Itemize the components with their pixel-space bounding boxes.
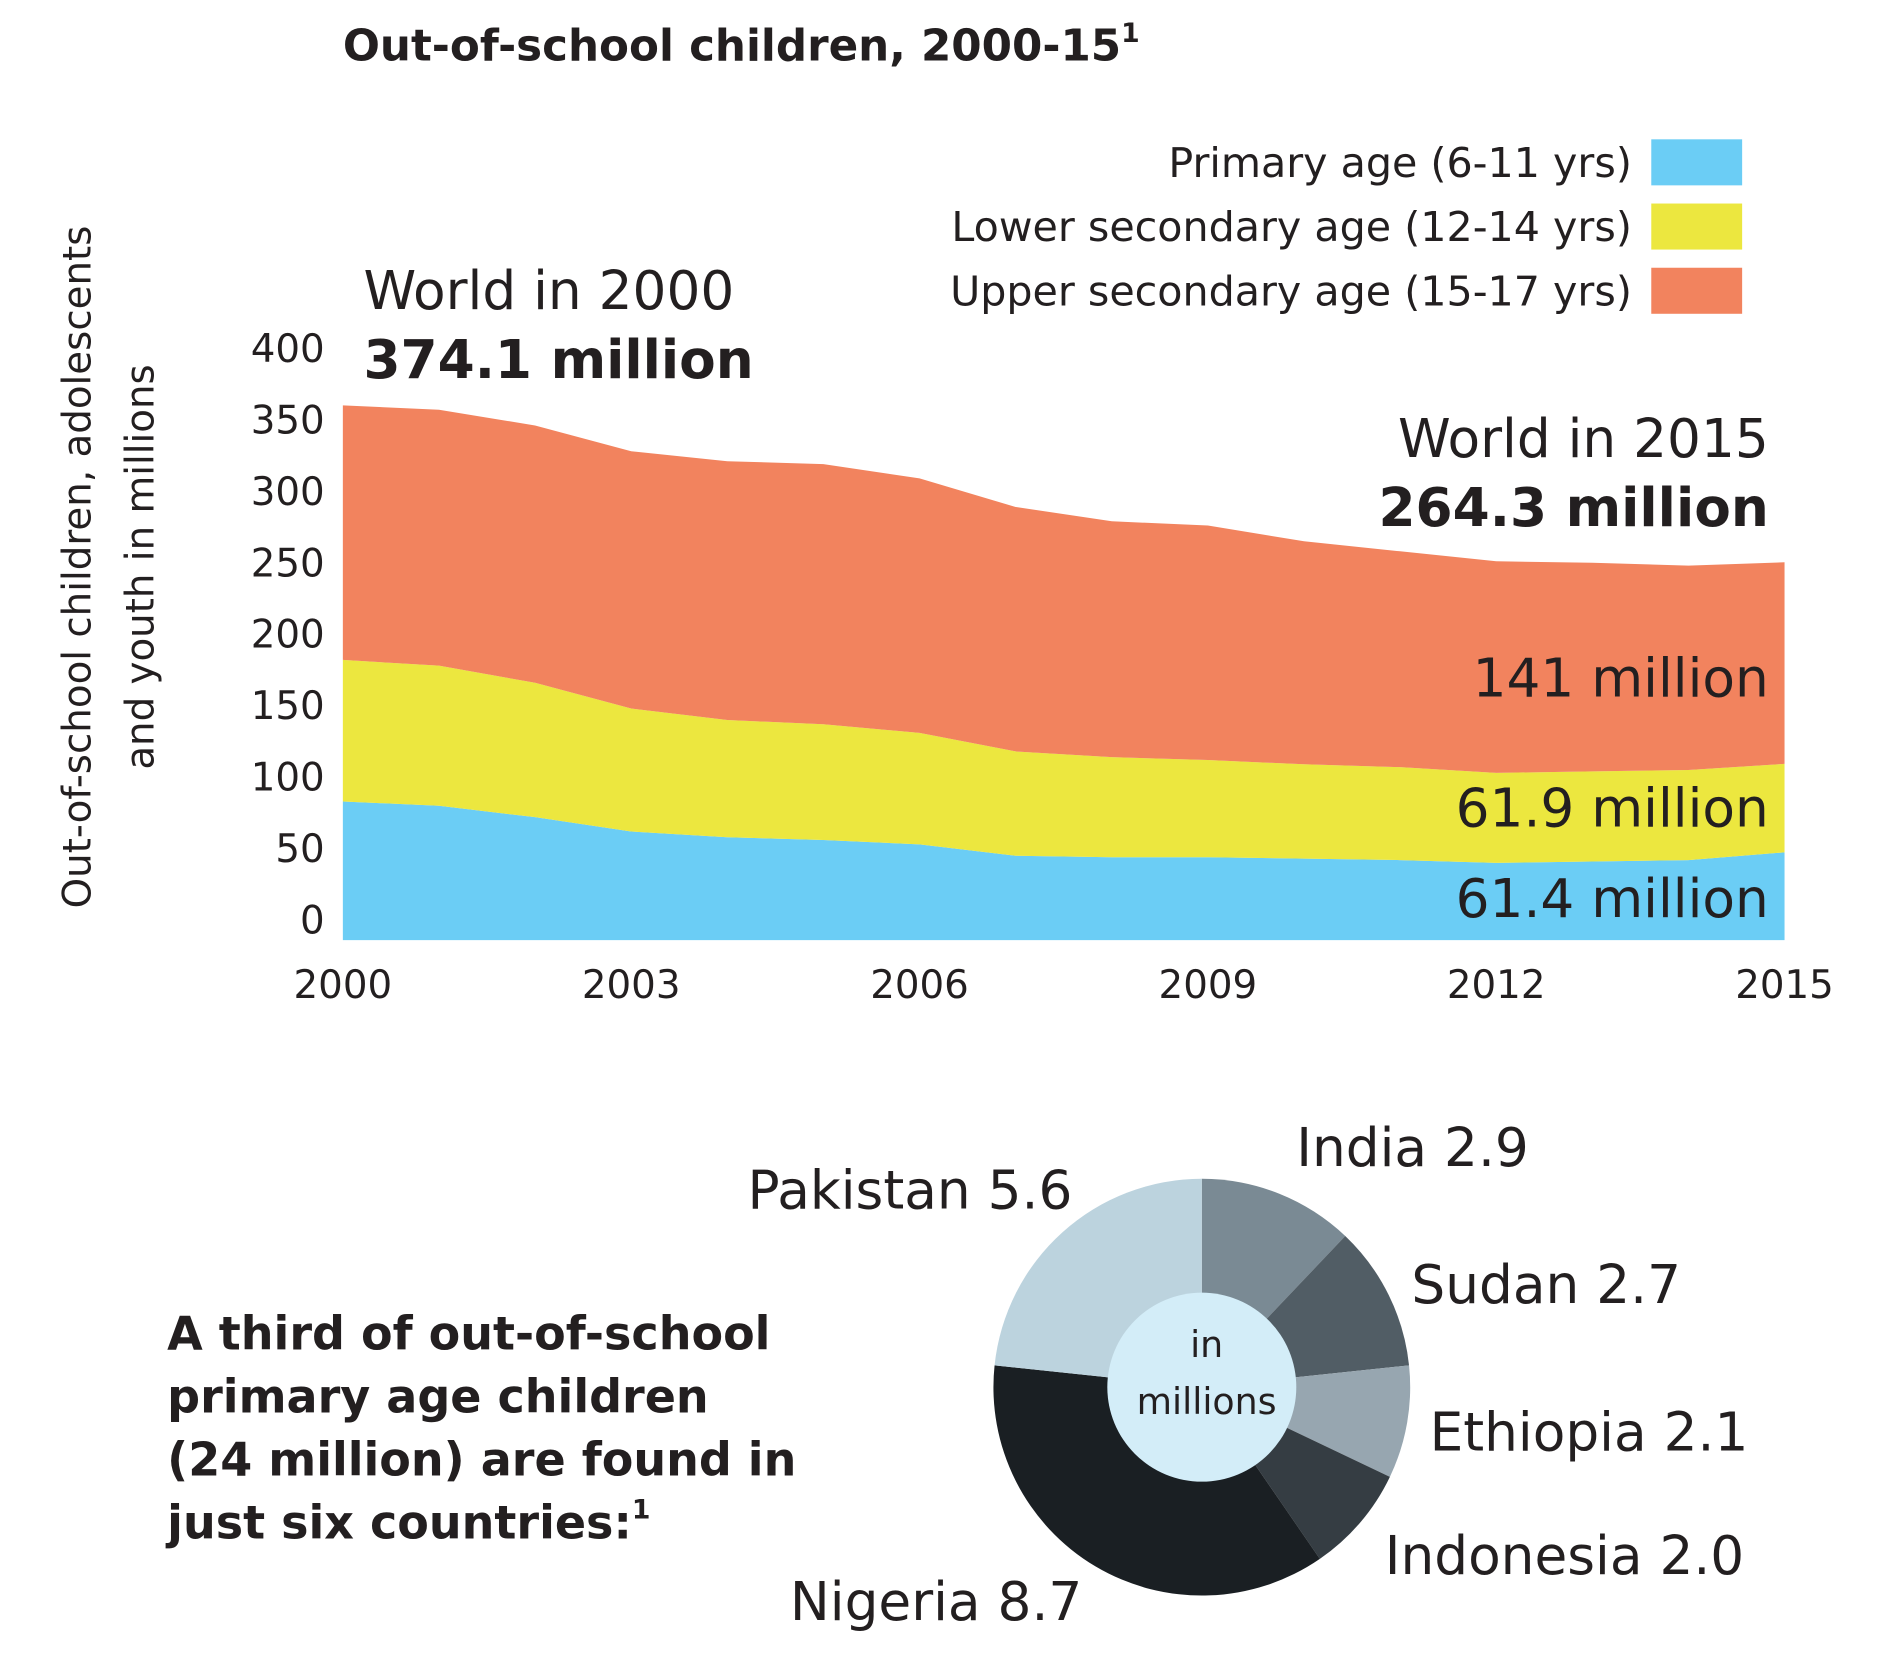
slice-label: Sudan 2.7 (1411, 1253, 1681, 1315)
slice-label: India 2.9 (1296, 1117, 1529, 1179)
pie-slice (993, 1365, 1320, 1596)
caption-line: A third of out-of-school (167, 1306, 770, 1360)
annotation: 61.9 million (1456, 777, 1769, 839)
slice-name: Sudan (1411, 1253, 1579, 1315)
y-tick-label: 300 (251, 470, 325, 515)
area (342, 659, 1785, 863)
slice-name: Pakistan (747, 1159, 970, 1221)
caption-note: 1 (632, 1494, 651, 1525)
slice-value: 8.7 (998, 1571, 1083, 1633)
legend-swatch (1651, 203, 1743, 250)
legend-label: Lower secondary age (12-14 yrs) (951, 203, 1632, 251)
area (342, 405, 1785, 773)
y-tick-label: 100 (251, 756, 325, 801)
slice-label: Nigeria 8.7 (790, 1571, 1082, 1633)
y-tick-label: 250 (251, 541, 325, 586)
legend-swatch (1651, 267, 1743, 314)
slice-value: 2.9 (1444, 1117, 1529, 1179)
y-tick-label: 200 (251, 613, 325, 658)
slice-value: 2.7 (1596, 1253, 1681, 1315)
chart-title: Out-of-school children, 2000-151 (343, 17, 1140, 71)
y-tick-label: 350 (251, 398, 325, 443)
slice-name: Ethiopia (1430, 1401, 1647, 1463)
caption: A third of out-of-school (167, 1306, 770, 1360)
y-axis-label: Out-of-school children, adolescents (55, 226, 100, 909)
annotation: 61.4 million (1456, 868, 1769, 930)
y-axis-label: and youth in millions (118, 364, 163, 769)
slice-name: India (1296, 1117, 1427, 1179)
x-tick-label: 2006 (870, 963, 969, 1008)
y-tick-label: 400 (251, 327, 325, 372)
center-label: in (1190, 1323, 1223, 1366)
caption: (24 million) are found in (167, 1432, 796, 1486)
caption: just six countries:1 (165, 1494, 650, 1549)
x-tick-label: 2003 (582, 963, 681, 1008)
center-label: millions (1137, 1380, 1277, 1423)
annotation: 374.1 million (363, 329, 753, 391)
slice-value: 5.6 (988, 1159, 1073, 1221)
caption-line: just six countries: (165, 1495, 632, 1549)
annotation: World in 2015 (1398, 408, 1769, 470)
legend-label: Primary age (6-11 yrs) (1168, 139, 1632, 187)
title-text: Out-of-school children, 2000-15 (343, 21, 1121, 71)
slice-label: Indonesia 2.0 (1385, 1525, 1744, 1587)
x-tick-label: 2012 (1447, 963, 1546, 1008)
annotation: 141 million (1473, 648, 1769, 710)
legend-label: Upper secondary age (15-17 yrs) (950, 267, 1632, 315)
slice-value: 2.0 (1659, 1525, 1744, 1587)
x-tick-label: 2000 (294, 963, 393, 1008)
slice-name: Indonesia (1385, 1525, 1643, 1587)
title-note: 1 (1121, 17, 1140, 48)
y-tick-label: 150 (251, 684, 325, 729)
canvas: Out-of-school children, 2000-151Out-of-s… (55, 17, 1833, 1632)
y-tick-label: 0 (300, 899, 325, 944)
caption: primary age children (167, 1369, 709, 1423)
y-tick-label: 50 (275, 827, 324, 872)
area (342, 801, 1785, 941)
donut-center (1107, 1292, 1297, 1482)
caption-line: (24 million) are found in (167, 1432, 796, 1486)
x-tick-label: 2009 (1159, 963, 1258, 1008)
slice-label: Pakistan 5.6 (747, 1159, 1072, 1221)
x-tick-label: 2015 (1735, 963, 1834, 1008)
slice-label: Ethiopia 2.1 (1430, 1401, 1749, 1463)
slice-value: 2.1 (1664, 1401, 1749, 1463)
annotation: 264.3 million (1378, 477, 1768, 539)
caption-line: primary age children (167, 1369, 709, 1423)
annotation: World in 2000 (363, 260, 734, 322)
slice-name: Nigeria (790, 1571, 981, 1633)
legend-swatch (1651, 139, 1743, 186)
